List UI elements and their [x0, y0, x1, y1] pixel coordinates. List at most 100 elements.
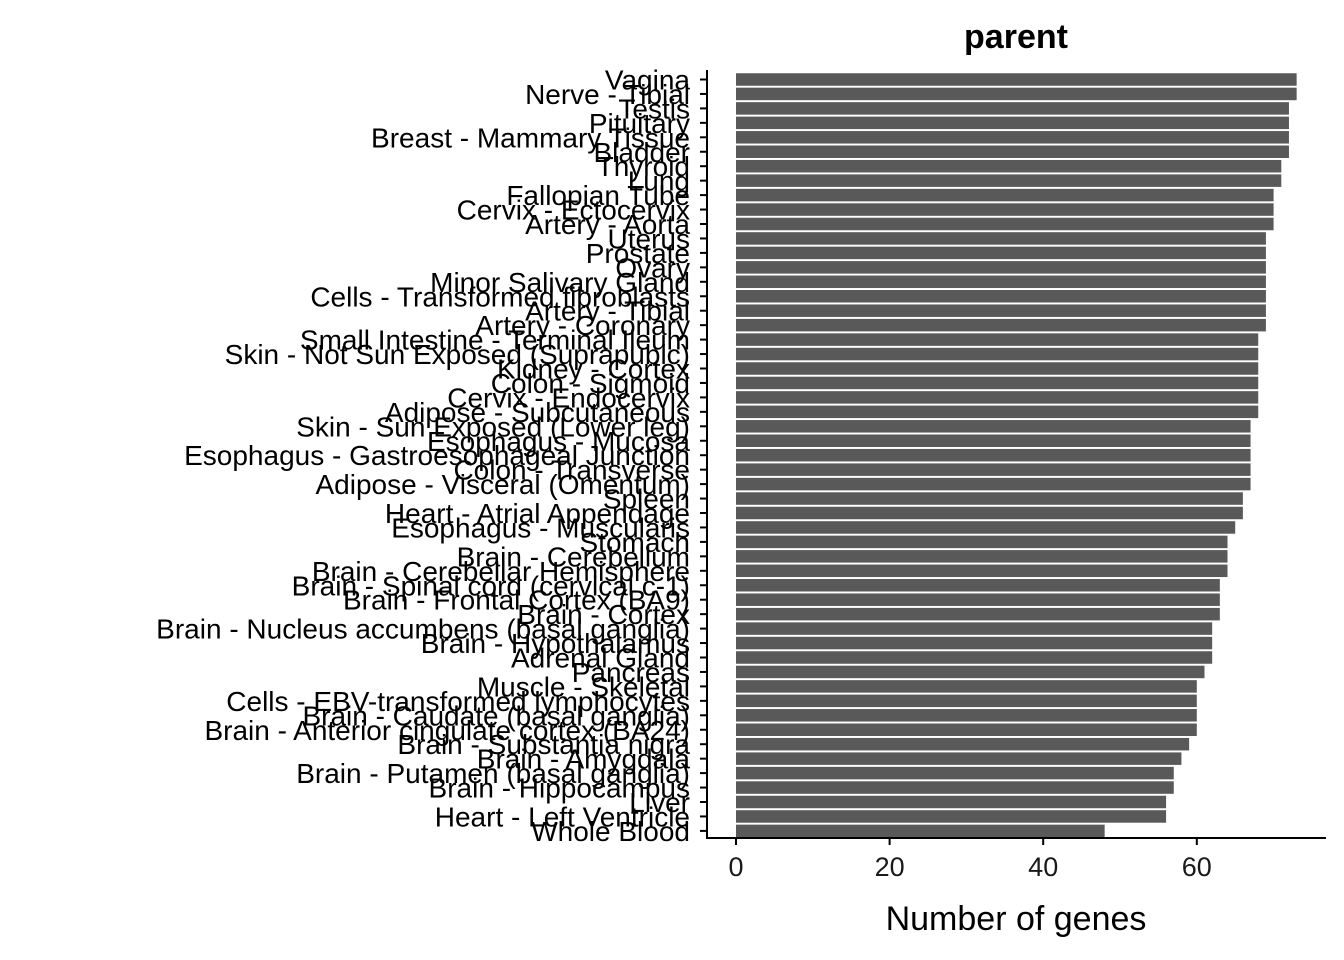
y-tick-label: Artery - Coronary: [475, 310, 690, 341]
y-tick-label: Brain - Nucleus accumbens (basal ganglia…: [156, 614, 690, 645]
bar: [736, 477, 1251, 491]
y-tick-label: Whole Blood: [531, 816, 690, 847]
y-tick-label: Ovary: [615, 252, 690, 283]
y-tick-label: Adipose - Visceral (Omentum): [316, 469, 691, 500]
bar: [736, 795, 1167, 809]
bar: [736, 463, 1251, 476]
y-tick-label: Nerve - Tibial: [525, 79, 690, 110]
y-tick-label: Uterus: [608, 223, 690, 254]
x-tick-label: 40: [1028, 852, 1058, 882]
bar: [736, 203, 1274, 216]
y-tick-label: Stomach: [580, 527, 691, 558]
x-axis-title: Number of genes: [886, 900, 1147, 938]
y-tick-label: Vagina: [605, 65, 691, 96]
bar: [736, 304, 1266, 317]
bar: [736, 550, 1228, 563]
bar: [736, 448, 1251, 462]
y-tick-label: Brain - Putamen (basal ganglia): [296, 758, 690, 789]
chart-title: parent: [964, 18, 1068, 56]
bar: [736, 694, 1197, 708]
y-tick-label: Heart - Left Ventricle: [435, 801, 690, 832]
bar: [736, 492, 1243, 505]
bar: [736, 781, 1174, 794]
x-tick-label: 0: [728, 852, 743, 882]
y-tick-label: Cells - EBV-transformed lymphocytes: [226, 686, 690, 717]
x-axis: 0 20 40 60: [706, 837, 1326, 882]
y-tick-label: Small Intestine - Terminal Ileum: [300, 325, 690, 356]
bar: [736, 275, 1266, 289]
bar: [736, 680, 1197, 693]
y-tick-label: Heart - Atrial Appendage: [385, 498, 690, 529]
y-tick-label: Colon - Sigmoid: [491, 368, 690, 399]
bar: [736, 665, 1205, 679]
y-tick-label: Brain - Substantia nigra: [397, 729, 690, 760]
bar: [736, 434, 1251, 447]
y-tick-label: Colon - Transverse: [453, 455, 690, 486]
y-tick-label: Esophagus - Muscularis: [391, 512, 690, 543]
y-tick-label: Pancreas: [572, 657, 690, 688]
y-tick-label: Skin - Sun Exposed (Lower leg): [296, 411, 690, 442]
bar: [736, 752, 1182, 765]
bar: [736, 188, 1274, 202]
y-tick-label: Cervix - Ectocervix: [457, 195, 690, 226]
bar: [736, 246, 1266, 260]
y-tick-label: Spleen: [603, 484, 690, 515]
y-tick-label: Esophagus - Mucosa: [427, 426, 690, 457]
bar: [736, 318, 1266, 332]
y-tick-label: Lung: [628, 166, 690, 197]
y-tick-label: Brain - Hippocampus: [429, 773, 690, 804]
y-tick-label: Brain - Caudate (basal ganglia): [302, 700, 690, 731]
bar: [736, 651, 1213, 664]
bar: [736, 535, 1228, 549]
bar: [736, 506, 1243, 520]
bar: [736, 420, 1251, 433]
y-tick-label: Adrenal Gland: [511, 643, 690, 674]
y-tick-label: Bladder: [593, 137, 690, 168]
bar: [736, 766, 1174, 780]
y-tick-label: Brain - Hypothalamus: [421, 628, 690, 659]
bar: [736, 607, 1220, 621]
bar: [736, 290, 1266, 303]
bar: [736, 391, 1259, 404]
bar: [736, 131, 1289, 144]
bar: [736, 232, 1266, 245]
bar: [736, 376, 1259, 390]
y-tick-label: Kidney - Cortex: [497, 354, 690, 385]
bar: [736, 636, 1213, 650]
y-tick-label: Artery - Tibial: [525, 296, 690, 327]
bar: [736, 709, 1197, 722]
bar: [736, 737, 1190, 751]
y-tick-label: Thyroid: [597, 151, 690, 182]
y-tick-label: Brain - Anterior cingulate cortex (BA24): [204, 715, 690, 746]
y-tick-label: Brain - Cortex: [517, 599, 690, 630]
bar: [736, 116, 1289, 130]
bar: [736, 174, 1282, 187]
y-tick-label: Fallopian Tube: [506, 180, 690, 211]
bar: [736, 102, 1289, 115]
bar: [736, 347, 1259, 361]
y-tick-label: Brain - Cerebellum: [457, 541, 690, 572]
y-tick-label: Liver: [629, 787, 690, 818]
bar: [736, 159, 1282, 173]
y-tick-label: Artery - Aorta: [525, 209, 690, 240]
bar: [736, 362, 1259, 375]
y-tick-label: Skin - Not Sun Exposed (Suprapubic): [225, 339, 690, 370]
bar: [736, 333, 1259, 346]
y-tick-label: Brain - Amygdala: [477, 744, 691, 775]
y-tick-label: Brain - Spinal cord (cervical c-1): [292, 570, 690, 601]
bar: [736, 622, 1213, 635]
bar: [736, 723, 1197, 736]
y-tick-label: Cells - Transformed fibroblasts: [310, 281, 690, 312]
bar: [736, 217, 1274, 231]
y-tick-label: Adipose - Subcutaneous: [385, 397, 690, 428]
y-tick-label: Minor Salivary Gland: [430, 267, 690, 298]
bar: [736, 261, 1266, 274]
bar: [736, 564, 1228, 578]
bar: [736, 405, 1259, 419]
y-tick-label: Esophagus - Gastroesophageal Junction: [184, 440, 690, 471]
bar: [736, 810, 1167, 823]
bar: [736, 579, 1220, 592]
y-tick-label: Cervix - Endocervix: [447, 382, 690, 413]
